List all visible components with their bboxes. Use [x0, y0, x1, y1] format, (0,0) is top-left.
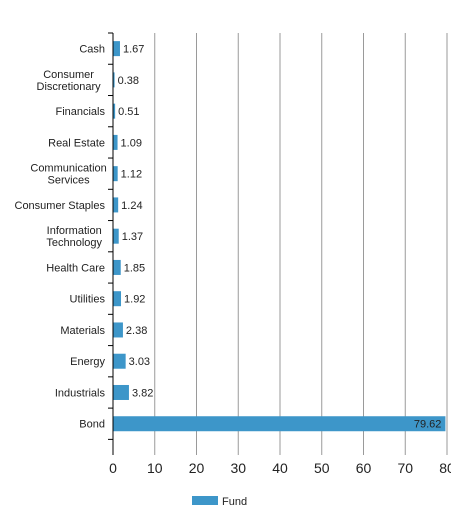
value-label-real-estate: 1.09	[121, 137, 142, 149]
category-label-consumer-staples: Consumer Staples	[15, 200, 106, 212]
x-tick-label: 0	[109, 460, 117, 476]
x-tick-label: 20	[189, 460, 205, 476]
category-label-consumer-discretionary: Consumer Discretionary	[37, 69, 102, 93]
value-label-cash: 1.67	[123, 44, 144, 56]
value-labels: 1.67 0.38 0.51 1.09 1.12 1.24 1.37 1.85 1.92 2.38…	[118, 44, 442, 431]
x-tick-label: 40	[272, 460, 288, 476]
category-label-health-care: Health Care	[46, 262, 105, 274]
value-label-industrials: 3.82	[132, 387, 153, 399]
category-label-energy: Energy	[70, 356, 105, 368]
bar-consumer-staples	[113, 197, 119, 213]
bar-utilities	[113, 291, 122, 307]
value-label-consumer-staples: 1.24	[121, 200, 142, 212]
bar-bond	[113, 416, 446, 432]
x-ticks: 0 10 20 30 40 50 60 70 80	[109, 460, 451, 476]
bar-materials	[113, 322, 123, 338]
bar-communication-services	[113, 166, 118, 182]
value-label-financials: 0.51	[118, 106, 139, 118]
value-label-consumer-discretionary: 0.38	[118, 75, 139, 87]
category-label-bond: Bond	[79, 419, 105, 431]
x-tick-label: 30	[230, 460, 246, 476]
value-label-communication-services: 1.12	[121, 169, 142, 181]
category-labels: Cash Consumer Discretionary Financials Real …	[15, 32, 113, 440]
value-label-materials: 2.38	[126, 325, 147, 337]
value-label-health-care: 1.85	[124, 262, 145, 274]
bars	[113, 41, 446, 432]
bar-cash	[113, 41, 120, 57]
bar-health-care	[113, 259, 121, 275]
legend-swatch-fund	[192, 496, 218, 505]
bar-consumer-discretionary	[113, 72, 115, 88]
x-tick-label: 60	[356, 460, 372, 476]
bar-real-estate	[113, 134, 118, 150]
gridlines	[154, 33, 448, 455]
legend-label-fund: Fund	[222, 496, 248, 505]
x-tick-label: 80	[439, 460, 451, 476]
category-label-information-technology: Information Technology	[46, 225, 102, 249]
value-label-utilities: 1.92	[124, 294, 145, 306]
bar-energy	[113, 353, 126, 369]
value-label-bond: 79.62	[414, 419, 442, 431]
x-tick-label: 10	[147, 460, 163, 476]
category-label-utilities: Utilities	[70, 294, 106, 306]
bar-financials	[113, 103, 116, 119]
category-label-communication-services: Communication Services	[30, 163, 106, 187]
category-label-materials: Materials	[60, 325, 105, 337]
x-tick-label: 50	[314, 460, 330, 476]
legend: Fund	[192, 496, 247, 505]
value-label-energy: 3.03	[129, 356, 150, 368]
value-label-information-technology: 1.37	[122, 231, 143, 243]
category-label-real-estate: Real Estate	[48, 137, 105, 149]
bar-industrials	[113, 384, 129, 400]
category-label-financials: Financials	[55, 106, 105, 118]
x-tick-label: 70	[397, 460, 413, 476]
category-label-industrials: Industrials	[55, 387, 106, 399]
category-label-cash: Cash	[79, 44, 105, 56]
bar-information-technology	[113, 228, 119, 244]
